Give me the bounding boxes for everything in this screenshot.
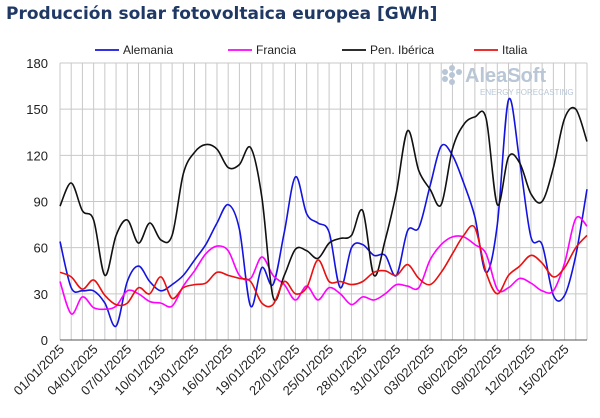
legend-label-italia: Italia <box>502 43 528 57</box>
series-line-francia <box>59 216 588 315</box>
y-tick-label: 180 <box>26 56 48 71</box>
series-line-pen-iberica <box>59 106 588 301</box>
logo-mark-icon <box>442 65 462 85</box>
y-tick-label: 30 <box>34 287 48 302</box>
logo-tagline: ENERGY FORECASTING <box>480 88 574 97</box>
series-line-italia <box>59 224 588 308</box>
logo: AleaSoft ENERGY FORECASTING <box>442 65 574 97</box>
y-tick-label: 90 <box>34 195 48 210</box>
logo-name: AleaSoft <box>465 65 546 87</box>
y-tick-label: 0 <box>41 333 48 348</box>
legend-label-francia: Francia <box>256 43 296 57</box>
legend-label-pen-iberica: Pen. Ibérica <box>370 43 434 57</box>
y-tick-label: 150 <box>26 102 48 117</box>
y-axis-labels: 0 30 60 90 120 150 180 <box>26 56 48 348</box>
y-tick-label: 60 <box>34 241 48 256</box>
y-tick-label: 120 <box>26 148 48 163</box>
series-lines <box>59 97 588 328</box>
legend: Alemania Francia Pen. Ibérica Italia <box>95 43 528 57</box>
legend-label-alemania: Alemania <box>123 43 173 57</box>
chart-title: Producción solar fotovoltaica europea [G… <box>6 4 438 24</box>
x-axis-labels: 01/01/202504/01/202507/01/202510/01/2025… <box>10 342 571 399</box>
series-line-alemania <box>59 97 588 328</box>
